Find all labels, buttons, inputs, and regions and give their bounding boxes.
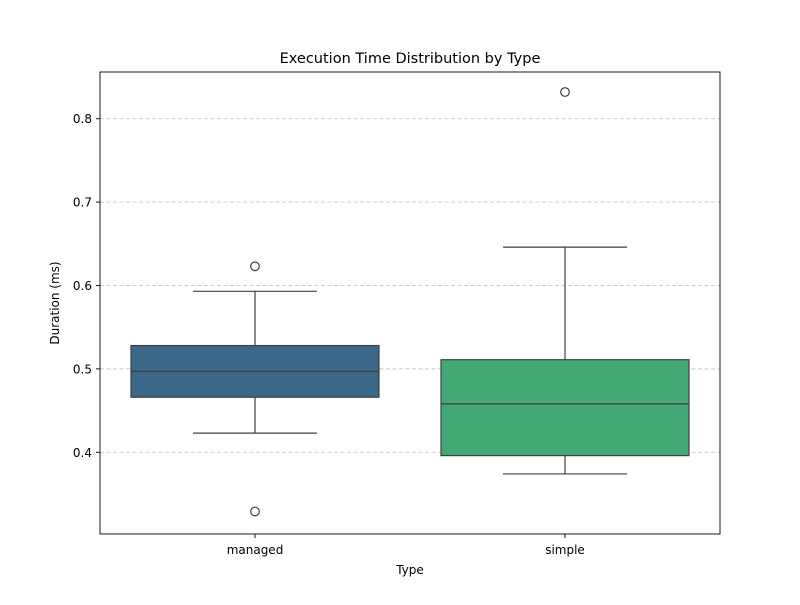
- y-tick-label: 0.8: [73, 112, 92, 126]
- y-tick-label: 0.7: [73, 196, 92, 210]
- outlier-point: [250, 506, 260, 517]
- outlier-point: [250, 261, 260, 272]
- plot-frame: [99, 71, 721, 535]
- y-tick-label: 0.6: [73, 279, 92, 293]
- chart-title: Execution Time Distribution by Type: [280, 51, 541, 67]
- y-tick-label: 0.4: [73, 446, 92, 460]
- axis-layer: 0.4 0.5 0.6 0.7 0.8 managed simple: [73, 112, 585, 557]
- box-group-managed: [130, 261, 380, 517]
- x-tick-label: managed: [227, 543, 284, 557]
- y-axis-label: Duration (ms): [48, 261, 62, 344]
- outlier-point: [560, 87, 570, 97]
- iqr-box: [440, 359, 690, 457]
- x-tick-label: simple: [545, 543, 585, 557]
- box-layer: [130, 87, 690, 517]
- x-axis-label: Type: [395, 563, 424, 577]
- box-group-simple: [440, 87, 690, 475]
- y-tick-label: 0.5: [73, 362, 92, 376]
